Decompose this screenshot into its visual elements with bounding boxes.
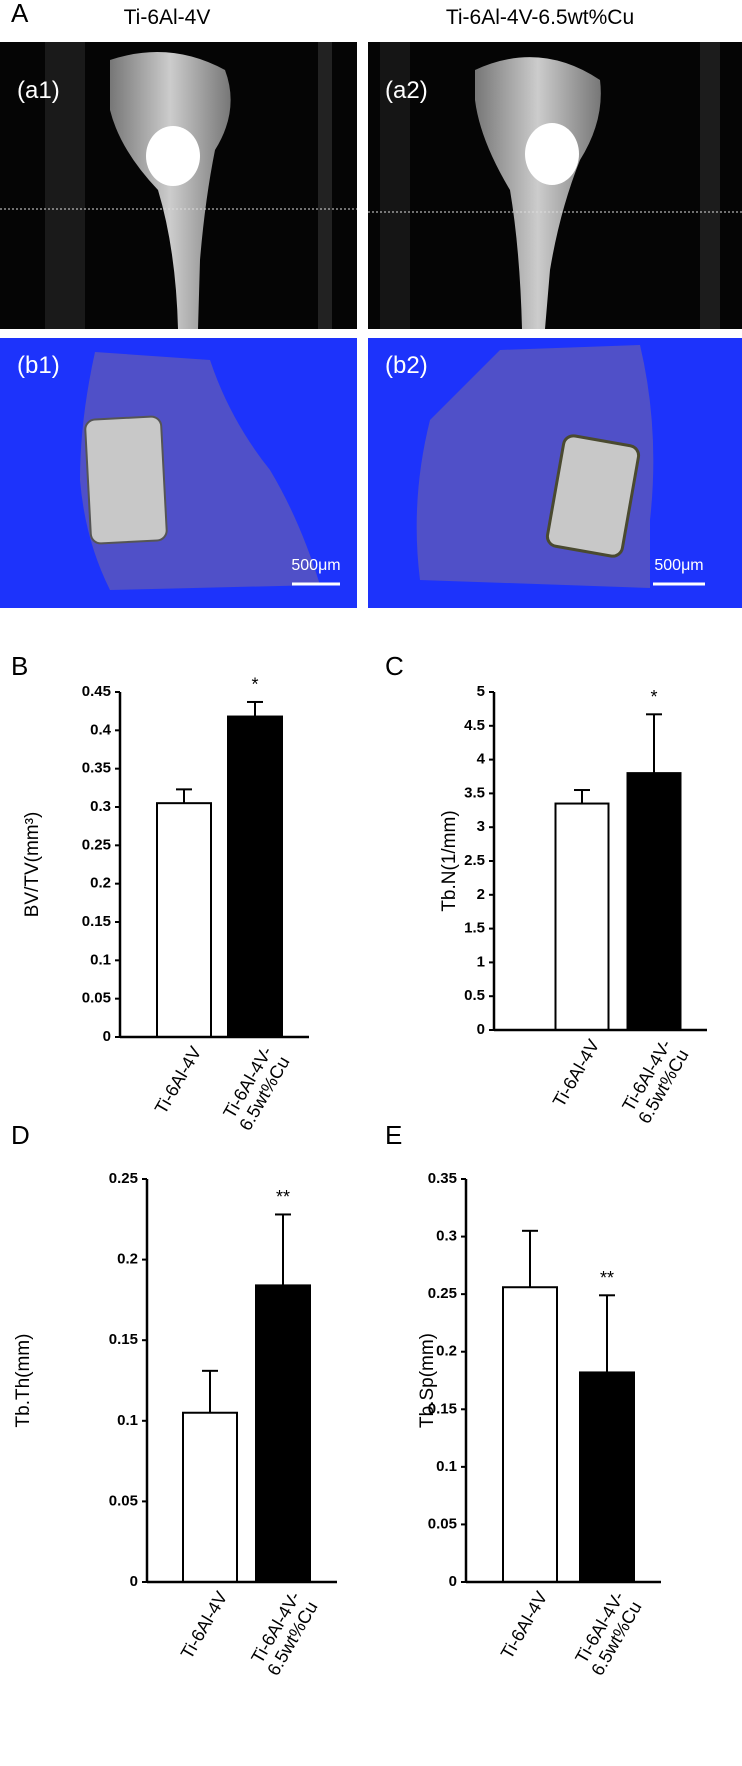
- y-tick-label: 0: [449, 1573, 457, 1590]
- y-axis-label: Tb.N(1/mm): [439, 810, 460, 911]
- y-tick-label: 0.2: [90, 875, 111, 892]
- panel-label: B: [11, 651, 28, 681]
- panel-label: E: [385, 1120, 402, 1150]
- xray-image: [0, 42, 357, 329]
- y-tick-label: 4.5: [464, 717, 485, 734]
- image-label: (b2): [385, 352, 428, 379]
- y-tick-label: 0.15: [428, 1400, 457, 1417]
- bar: [502, 1286, 558, 1583]
- image-label: (a1): [17, 77, 60, 104]
- bar: [554, 802, 610, 1031]
- y-tick-label: 2: [477, 886, 485, 903]
- y-tick-label: 0: [477, 1021, 485, 1038]
- bar: [626, 772, 682, 1031]
- y-tick-label: 0.3: [90, 798, 111, 815]
- y-tick-label: 0.35: [428, 1170, 457, 1187]
- y-tick-label: 3: [477, 818, 485, 835]
- xray-image: [368, 42, 742, 330]
- y-tick-label: 0.1: [90, 951, 111, 968]
- y-tick-label: 1.5: [464, 920, 485, 937]
- y-tick-label: 3.5: [464, 784, 485, 801]
- y-axis-label: Tb.Th(mm): [13, 1334, 34, 1428]
- y-tick-label: 0.25: [428, 1285, 457, 1302]
- y-axis-label: BV/TV(mm³): [22, 812, 43, 918]
- y-tick-label: 0.1: [436, 1458, 457, 1475]
- y-tick-label: 0.45: [82, 683, 111, 700]
- y-tick-label: 0.2: [117, 1251, 138, 1268]
- y-tick-label: 0.4: [90, 721, 112, 738]
- scale-bar-label: 500μm: [291, 557, 340, 574]
- y-tick-label: 0.05: [109, 1492, 138, 1509]
- y-tick-label: 0.15: [109, 1331, 138, 1348]
- y-tick-label: 0.5: [464, 987, 485, 1004]
- significance-label: **: [600, 1268, 614, 1288]
- bar: [227, 715, 283, 1038]
- y-tick-label: 0: [130, 1573, 138, 1590]
- y-axis-label: Tb.Sp(mm): [417, 1333, 438, 1428]
- bar: [579, 1371, 635, 1583]
- scale-bar-label: 500μm: [654, 557, 703, 574]
- microct-image: [368, 338, 742, 608]
- y-tick-label: 0.25: [82, 836, 111, 853]
- y-tick-label: 0: [103, 1028, 111, 1045]
- y-tick-label: 4: [477, 751, 486, 768]
- y-tick-label: 0.25: [109, 1170, 138, 1187]
- y-tick-label: 1: [477, 953, 485, 970]
- significance-label: *: [650, 687, 657, 707]
- image-label: (b1): [17, 352, 60, 379]
- y-tick-label: 0.3: [436, 1228, 457, 1245]
- significance-label: *: [251, 675, 258, 695]
- y-tick-label: 0.2: [436, 1343, 457, 1360]
- y-tick-label: 0.05: [82, 990, 111, 1007]
- significance-label: **: [276, 1187, 290, 1207]
- y-tick-label: 2.5: [464, 852, 485, 869]
- image-label: (a2): [385, 77, 428, 104]
- bar: [156, 802, 212, 1039]
- bar: [182, 1411, 238, 1583]
- y-tick-label: 5: [477, 683, 485, 700]
- bar: [255, 1284, 311, 1583]
- panel-label: A: [11, 0, 29, 28]
- y-tick-label: 0.1: [117, 1412, 138, 1429]
- y-tick-label: 0.35: [82, 760, 111, 777]
- column-title: Ti-6Al-4V-6.5wt%Cu: [446, 6, 634, 29]
- y-tick-label: 0.05: [428, 1515, 457, 1532]
- panel-label: D: [11, 1120, 30, 1150]
- panel-label: C: [385, 651, 404, 681]
- column-title: Ti-6Al-4V: [124, 6, 211, 29]
- y-tick-label: 0.15: [82, 913, 111, 930]
- microct-image: [0, 338, 357, 608]
